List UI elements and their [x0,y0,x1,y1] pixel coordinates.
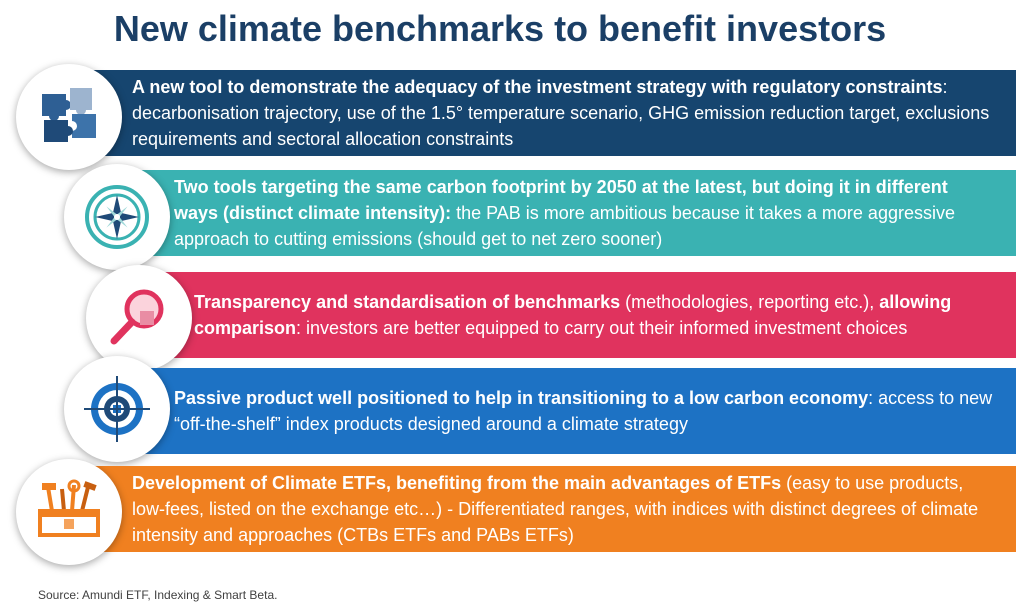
benefit-detail-4: : access to new “off-the-shelf” index pr… [174,388,993,434]
benefit-icon-circle-5 [16,459,122,565]
benefit-bold-1: A new tool to demonstrate the adequacy o… [132,77,943,97]
benefit-text-1: A new tool to demonstrate the adequacy o… [132,74,996,152]
benefit-band-1: A new tool to demonstrate the adequacy o… [70,70,1016,156]
benefit-band-3: Transparency and standardisation of benc… [140,272,1016,358]
benefit-detail-3b: : investors are better equipped to carry… [296,318,908,338]
benefit-bold-2: Two tools targeting the same carbon foot… [174,177,948,223]
benefit-text-4: Passive product well positioned to help … [174,385,996,437]
puzzle-icon [42,88,96,142]
benefit-icon-circle-3 [86,265,192,371]
benefit-text-2: Two tools targeting the same carbon foot… [174,174,996,252]
compass-icon [85,185,149,249]
benefit-text-5: Development of Climate ETFs, benefiting … [132,470,996,548]
benefit-icon-circle-2 [64,164,170,270]
benefit-detail-2: the PAB is more ambitious because it tak… [174,203,955,249]
benefit-icon-circle-1 [16,64,122,170]
source-note: Source: Amundi ETF, Indexing & Smart Bet… [38,588,278,602]
toolbox-icon [38,479,100,537]
benefit-bold-5: Development of Climate ETFs, benefiting … [132,473,782,493]
benefit-detail-3a: (methodologies, reporting etc.), [620,292,880,312]
benefit-icon-circle-4 [64,356,170,462]
benefit-band-4: Passive product well positioned to help … [120,368,1016,454]
benefit-text-3: Transparency and standardisation of benc… [194,289,1000,341]
benefit-band-2: Two tools targeting the same carbon foot… [120,170,1016,256]
benefit-bold-3b: allowing comparison [194,292,952,338]
benefit-bold-3: Transparency and standardisation of benc… [194,292,621,312]
benefit-detail-5: (easy to use products, low-fees, listed … [132,473,979,545]
benefit-bold-4: Passive product well positioned to help … [174,388,869,408]
benefit-band-5: Development of Climate ETFs, benefiting … [72,466,1016,552]
page-title: New climate benchmarks to benefit invest… [113,8,887,49]
target-icon [84,376,150,442]
benefit-detail-1: : decarbonisation trajectory, use of the… [132,77,990,149]
magnifier-icon [110,289,164,345]
